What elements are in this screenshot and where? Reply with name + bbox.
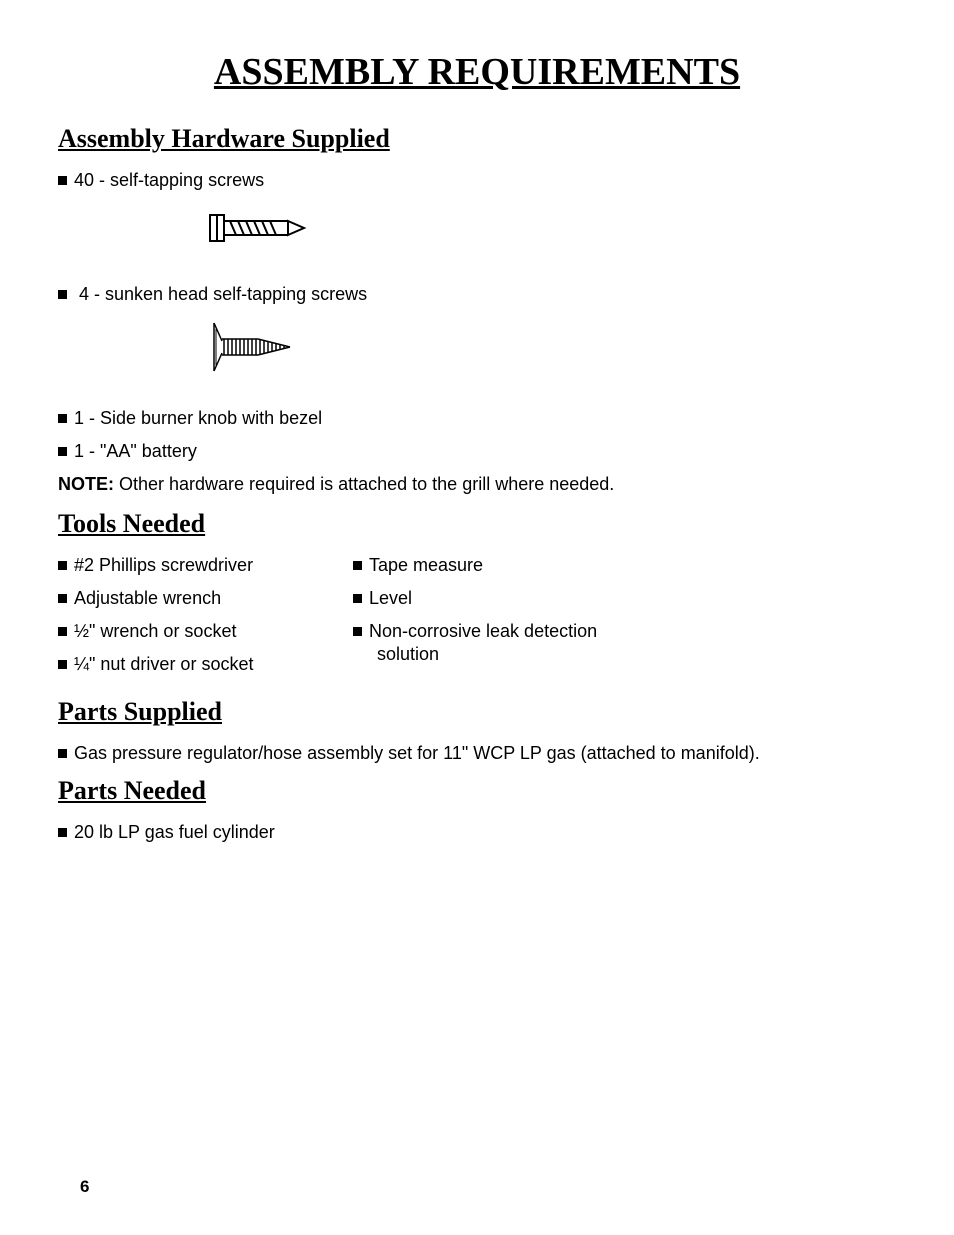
tool-item-r3-text-a: Non-corrosive leak detection (369, 621, 597, 641)
bullet-icon (58, 660, 67, 669)
tool-item-3-text: ½" wrench or socket (74, 621, 236, 641)
bullet-icon (58, 828, 67, 837)
hardware-item-3-text: 1 - Side burner knob with bezel (74, 408, 322, 428)
tools-col-right: Tape measure Level Non-corrosive leak de… (353, 555, 693, 687)
bullet-icon (353, 627, 362, 636)
tool-item-1-text: #2 Phillips screwdriver (74, 555, 253, 575)
bullet-icon (58, 447, 67, 456)
page-title: ASSEMBLY REQUIREMENTS (58, 50, 896, 94)
tool-item-4-text: ¼" nut driver or socket (74, 654, 253, 674)
parts-needed-item-1: 20 lb LP gas fuel cylinder (58, 822, 896, 843)
self-tapping-screw-icon (208, 203, 896, 258)
tool-item-r2: Level (353, 588, 693, 609)
tool-item-2-text: Adjustable wrench (74, 588, 221, 608)
tool-item-3: ½" wrench or socket (58, 621, 353, 642)
note-text: Other hardware required is attached to t… (114, 474, 614, 494)
hardware-note: NOTE: Other hardware required is attache… (58, 474, 896, 495)
bullet-icon (353, 561, 362, 570)
hardware-item-1-text: 40 - self-tapping screws (74, 170, 264, 190)
heading-hardware-supplied: Assembly Hardware Supplied (58, 124, 896, 154)
tool-item-1: #2 Phillips screwdriver (58, 555, 353, 576)
tool-item-r1: Tape measure (353, 555, 693, 576)
tool-item-r1-text: Tape measure (369, 555, 483, 575)
parts-supplied-item-1: Gas pressure regulator/hose assembly set… (58, 743, 896, 764)
bullet-icon (353, 594, 362, 603)
bullet-icon (58, 749, 67, 758)
tools-columns: #2 Phillips screwdriver Adjustable wrenc… (58, 555, 896, 687)
page-number: 6 (80, 1177, 89, 1197)
heading-parts-needed: Parts Needed (58, 776, 896, 806)
tool-item-4: ¼" nut driver or socket (58, 654, 353, 675)
bullet-icon (58, 176, 67, 185)
hardware-item-3: 1 - Side burner knob with bezel (58, 408, 896, 429)
bullet-icon (58, 290, 67, 299)
parts-needed-item-1-text: 20 lb LP gas fuel cylinder (74, 822, 275, 842)
hardware-item-1: 40 - self-tapping screws (58, 170, 896, 191)
note-prefix: NOTE: (58, 474, 114, 494)
tool-item-r3: Non-corrosive leak detection solution (353, 621, 693, 665)
tool-item-2: Adjustable wrench (58, 588, 353, 609)
parts-supplied-item-1-text: Gas pressure regulator/hose assembly set… (74, 743, 760, 763)
hardware-item-2-text: 4 - sunken head self-tapping screws (74, 284, 367, 304)
bullet-icon (58, 414, 67, 423)
heading-parts-supplied: Parts Supplied (58, 697, 896, 727)
bullet-icon (58, 561, 67, 570)
tool-item-r3-text-b: solution (353, 644, 693, 665)
sunken-head-screw-icon (208, 317, 896, 382)
bullet-icon (58, 627, 67, 636)
hardware-item-2: 4 - sunken head self-tapping screws (58, 284, 896, 305)
tools-col-left: #2 Phillips screwdriver Adjustable wrenc… (58, 555, 353, 687)
hardware-item-4-text: 1 - "AA" battery (74, 441, 197, 461)
hardware-item-4: 1 - "AA" battery (58, 441, 896, 462)
heading-tools-needed: Tools Needed (58, 509, 896, 539)
bullet-icon (58, 594, 67, 603)
tool-item-r2-text: Level (369, 588, 412, 608)
